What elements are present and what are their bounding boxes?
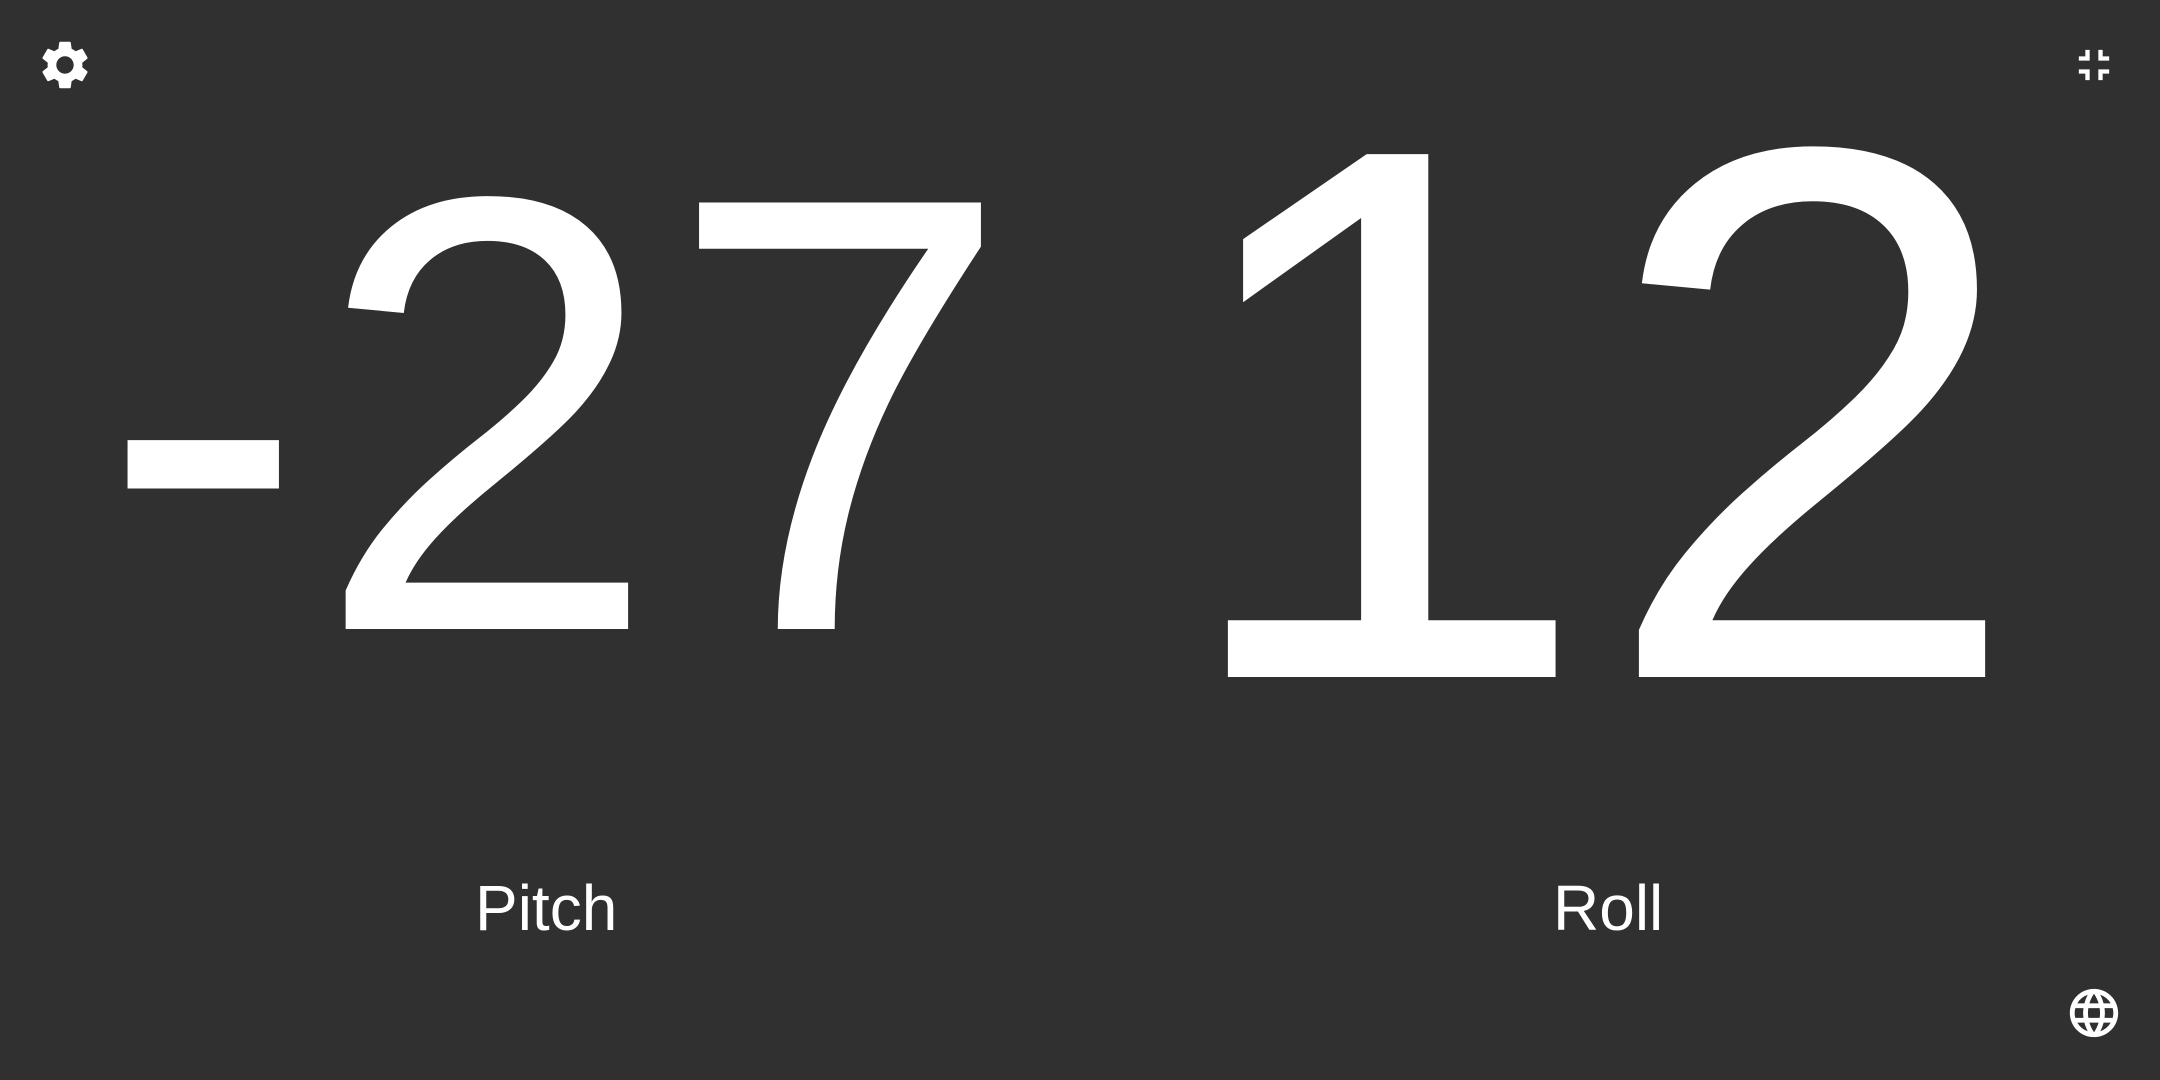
pitch-label: Pitch (475, 872, 618, 944)
roll-value: 12 (1170, 0, 2032, 839)
pitch-value: -27 (100, 69, 1021, 761)
exit-fullscreen-button[interactable] (2054, 25, 2134, 105)
settings-gear-icon (42, 41, 88, 89)
roll-label: Roll (1553, 872, 1664, 944)
settings-button[interactable] (25, 25, 105, 105)
language-button[interactable] (2054, 973, 2134, 1053)
globe-icon (2069, 988, 2119, 1038)
exit-fullscreen-icon (2078, 49, 2110, 81)
